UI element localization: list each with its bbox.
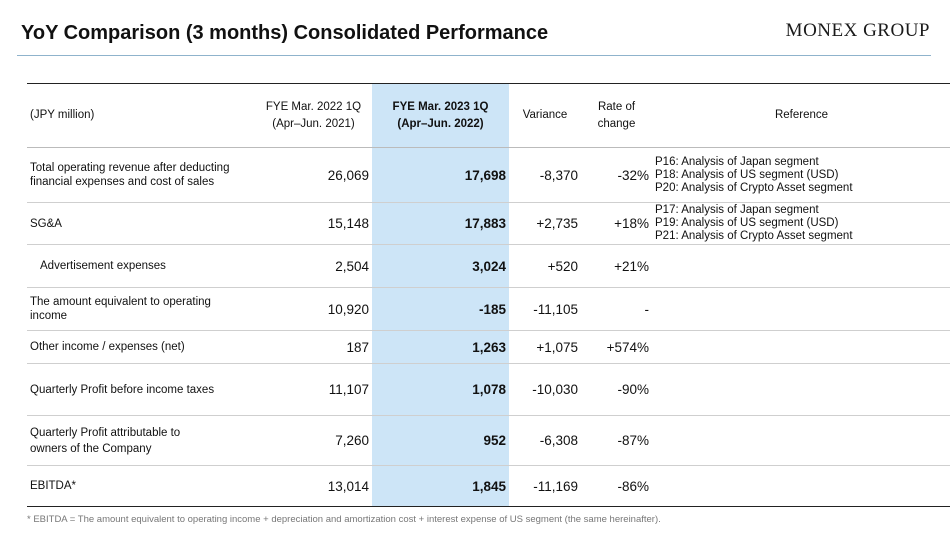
prev-value: 26,069 — [255, 147, 372, 203]
rate-value: +18% — [581, 202, 652, 245]
row-label-line: Advertisement expenses — [40, 260, 166, 272]
rate-value: -32% — [581, 147, 652, 203]
prev-value: 15,148 — [255, 202, 372, 245]
table-row: Quarterly Profit attributable to owners … — [27, 415, 950, 466]
reference-link: P21: Analysis of Crypto Asset segment — [655, 230, 853, 242]
row-label: Advertisement expenses — [27, 244, 255, 288]
header-cur-period: FYE Mar. 2023 1Q (Apr–Jun. 2022) — [372, 83, 509, 148]
table-row: Other income / expenses (net) 187 1,263 … — [27, 330, 950, 364]
row-label: Total operating revenue after deducting … — [27, 147, 255, 203]
reference-cell — [652, 244, 950, 288]
reference-cell — [652, 287, 950, 331]
row-label: EBITDA* — [27, 465, 255, 507]
cur-value: -185 — [372, 287, 509, 331]
row-label-line: EBITDA* — [30, 480, 77, 492]
reference-link: P19: Analysis of US segment (USD) — [655, 217, 839, 229]
performance-table-container: (JPY million) FYE Mar. 2022 1Q (Apr–Jun.… — [27, 83, 950, 507]
rate-value: +21% — [581, 244, 652, 288]
row-label: SG&A — [27, 202, 255, 245]
header-cur-period-line1: FYE Mar. 2023 1Q — [392, 100, 489, 113]
reference-link: P17: Analysis of Japan segment — [655, 204, 819, 216]
row-label-line: income — [30, 310, 68, 322]
header-rate-line2: change — [597, 117, 636, 130]
table-row: SG&A 15,148 17,883 +2,735 +18% P17: Anal… — [27, 202, 950, 245]
reference-cell: P17: Analysis of Japan segment P19: Anal… — [652, 202, 950, 245]
cur-value: 17,883 — [372, 202, 509, 245]
table-row: Quarterly Profit before income taxes 11,… — [27, 363, 950, 416]
row-label-line: The amount equivalent to operating — [30, 296, 211, 308]
row-label: Quarterly Profit attributable to owners … — [27, 415, 255, 466]
reference-cell — [652, 415, 950, 466]
rate-value: -86% — [581, 465, 652, 507]
reference-link: P18: Analysis of US segment (USD) — [655, 168, 839, 181]
variance-value: +520 — [509, 244, 581, 288]
rate-value: -87% — [581, 415, 652, 466]
table-row: Total operating revenue after deducting … — [27, 147, 950, 203]
header-variance: Variance — [509, 83, 581, 148]
variance-value: -11,105 — [509, 287, 581, 331]
rate-value: -90% — [581, 363, 652, 416]
prev-value: 2,504 — [255, 244, 372, 288]
row-label-line: Quarterly Profit attributable to — [30, 426, 181, 439]
variance-value: -8,370 — [509, 147, 581, 203]
cur-value: 3,024 — [372, 244, 509, 288]
table-row: The amount equivalent to operating incom… — [27, 287, 950, 331]
header-prev-period: FYE Mar. 2022 1Q (Apr–Jun. 2021) — [255, 83, 372, 148]
header-rate-line1: Rate of — [597, 100, 636, 113]
cur-value: 1,845 — [372, 465, 509, 507]
prev-value: 187 — [255, 330, 372, 364]
header-unit: (JPY million) — [27, 83, 255, 148]
row-label: The amount equivalent to operating incom… — [27, 287, 255, 331]
table-row: EBITDA* 13,014 1,845 -11,169 -86% — [27, 465, 950, 507]
prev-value: 13,014 — [255, 465, 372, 507]
row-label-line: financial expenses and cost of sales — [30, 176, 215, 188]
header-rate: Rate of change — [581, 83, 652, 148]
row-label-line: Other income / expenses (net) — [30, 341, 185, 353]
rate-value: - — [581, 287, 652, 331]
reference-cell: P16: Analysis of Japan segment P18: Anal… — [652, 147, 950, 203]
performance-table: (JPY million) FYE Mar. 2022 1Q (Apr–Jun.… — [27, 83, 950, 507]
row-label: Other income / expenses (net) — [27, 330, 255, 364]
cur-value: 17,698 — [372, 147, 509, 203]
reference-link: P16: Analysis of Japan segment — [655, 155, 819, 168]
header-reference: Reference — [652, 83, 950, 148]
prev-value: 7,260 — [255, 415, 372, 466]
variance-value: -6,308 — [509, 415, 581, 466]
row-label-line: SG&A — [30, 217, 62, 230]
variance-value: -10,030 — [509, 363, 581, 416]
header-prev-period-line2: (Apr–Jun. 2021) — [272, 117, 355, 130]
reference-cell — [652, 465, 950, 507]
reference-cell — [652, 363, 950, 416]
header-cur-period-line2: (Apr–Jun. 2022) — [397, 117, 484, 130]
reference-link: P20: Analysis of Crypto Asset segment — [655, 181, 853, 194]
cur-value: 1,078 — [372, 363, 509, 416]
footnote: * EBITDA = The amount equivalent to oper… — [27, 514, 661, 525]
company-logo: MONEX GROUP — [785, 20, 930, 41]
row-label: Quarterly Profit before income taxes — [27, 363, 255, 416]
prev-value: 10,920 — [255, 287, 372, 331]
prev-value: 11,107 — [255, 363, 372, 416]
variance-value: +2,735 — [509, 202, 581, 245]
table-row: Advertisement expenses 2,504 3,024 +520 … — [27, 244, 950, 288]
row-label-line: Quarterly Profit before income taxes — [30, 383, 215, 396]
reference-cell — [652, 330, 950, 364]
cur-value: 952 — [372, 415, 509, 466]
title-divider — [17, 55, 931, 56]
table-header-row: (JPY million) FYE Mar. 2022 1Q (Apr–Jun.… — [27, 83, 950, 148]
variance-value: -11,169 — [509, 465, 581, 507]
variance-value: +1,075 — [509, 330, 581, 364]
header-prev-period-line1: FYE Mar. 2022 1Q — [265, 100, 362, 113]
page-title: YoY Comparison (3 months) Consolidated P… — [21, 22, 549, 44]
rate-value: +574% — [581, 330, 652, 364]
row-label-line: owners of the Company — [30, 442, 152, 455]
cur-value: 1,263 — [372, 330, 509, 364]
row-label-line: Total operating revenue after deducting — [30, 162, 230, 174]
